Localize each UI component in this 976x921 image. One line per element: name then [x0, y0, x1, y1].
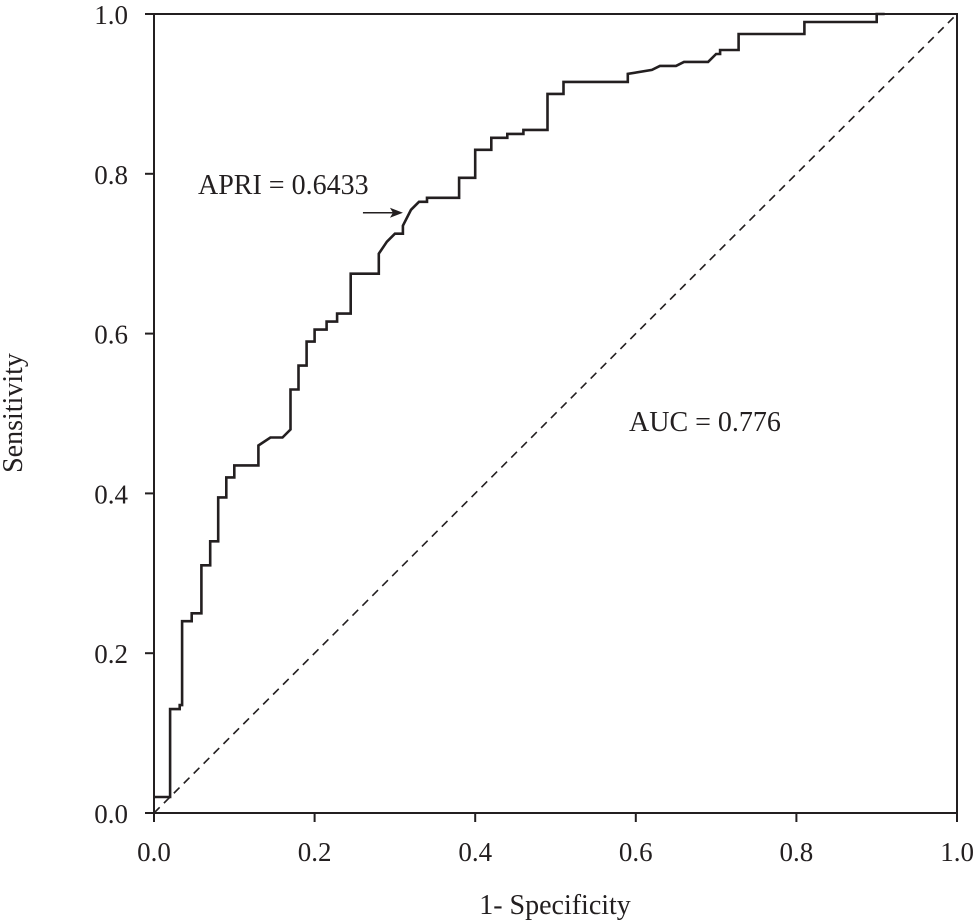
y-tick-label: 0.0 [94, 799, 128, 829]
roc-curve [154, 12, 885, 799]
cutoff-arrow [362, 207, 403, 218]
y-tick-label: 0.8 [94, 160, 128, 190]
plot-frame [153, 13, 958, 814]
x-tick-label: 0.6 [619, 837, 653, 867]
x-tick-label: 0.4 [458, 837, 492, 867]
reference-diagonal [153, 13, 958, 814]
x-tick-label: 1.0 [940, 837, 974, 867]
x-tick-label: 0.2 [298, 837, 332, 867]
cutoff-annotation: APRI = 0.6433 [198, 170, 369, 201]
y-tick-label: 0.6 [94, 320, 128, 350]
y-tick-label: 1.0 [94, 0, 128, 30]
y-axis-label: Sensitivity [0, 353, 29, 473]
y-axis-ticks: 0.0 0.2 0.4 0.6 0.8 1.0 [94, 0, 154, 829]
x-tick-label: 0.8 [780, 837, 814, 867]
x-axis-label: 1- Specificity [479, 890, 631, 921]
x-tick-label: 0.0 [137, 837, 171, 867]
x-axis-ticks: 0.0 0.2 0.4 0.6 0.8 1.0 [137, 813, 974, 867]
y-tick-label: 0.4 [94, 479, 128, 509]
y-tick-label: 0.2 [94, 639, 128, 669]
auc-annotation: AUC = 0.776 [629, 407, 781, 438]
